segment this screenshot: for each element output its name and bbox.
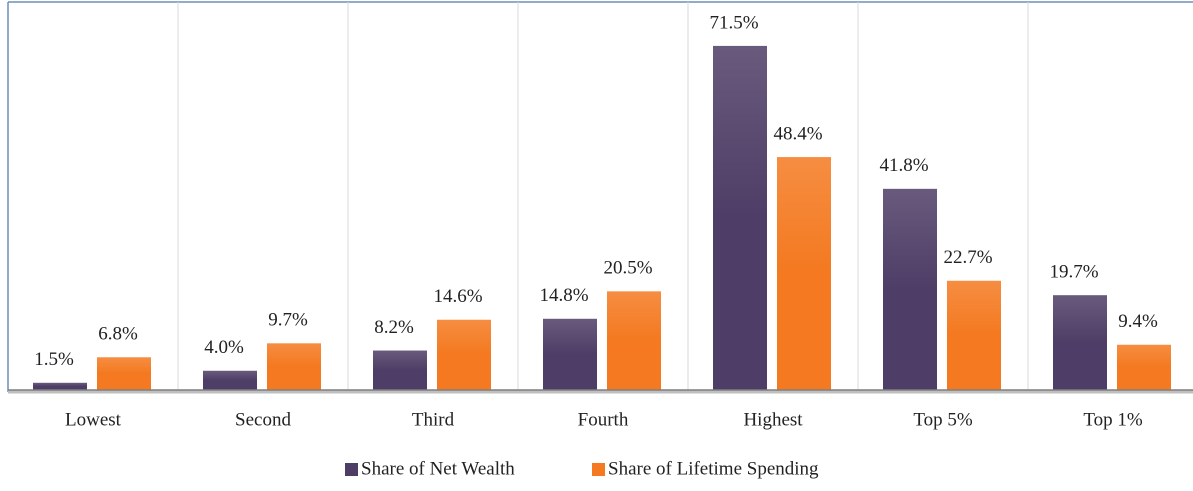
bar (1053, 295, 1107, 390)
data-label: 14.8% (539, 285, 588, 306)
bar (33, 382, 87, 390)
bar (543, 318, 597, 390)
x-tick-label: Third (412, 409, 455, 430)
bar (267, 343, 321, 390)
x-tick-label: Top 5% (913, 409, 973, 430)
data-label: 20.5% (603, 258, 652, 279)
data-label: 9.4% (1118, 311, 1158, 332)
bar (373, 350, 427, 390)
legend-swatch (592, 463, 605, 476)
bar (1117, 344, 1171, 390)
bar (713, 45, 767, 390)
legend-label: Share of Net Wealth (361, 458, 515, 479)
data-label: 22.7% (943, 247, 992, 268)
bar (203, 370, 257, 390)
x-tick-label: Second (235, 409, 291, 430)
data-label: 4.0% (204, 337, 244, 358)
data-label: 41.8% (879, 155, 928, 176)
bar (883, 188, 937, 390)
data-label: 8.2% (374, 317, 414, 338)
bar (777, 157, 831, 390)
x-tick-label: Highest (743, 409, 803, 430)
bar (947, 280, 1001, 390)
data-label: 1.5% (34, 349, 74, 370)
data-label: 48.4% (773, 123, 822, 144)
data-label: 14.6% (433, 286, 482, 307)
bar (97, 357, 151, 390)
x-tick-label: Fourth (578, 409, 629, 430)
legend-label: Share of Lifetime Spending (608, 458, 819, 479)
data-label: 71.5% (709, 12, 758, 33)
data-label: 6.8% (98, 324, 138, 345)
x-tick-label: Lowest (65, 409, 122, 430)
bar (607, 291, 661, 390)
data-label: 19.7% (1049, 262, 1098, 283)
x-tick-label: Top 1% (1083, 409, 1143, 430)
bar (437, 319, 491, 390)
legend-swatch (345, 463, 358, 476)
data-label: 9.7% (268, 310, 308, 331)
